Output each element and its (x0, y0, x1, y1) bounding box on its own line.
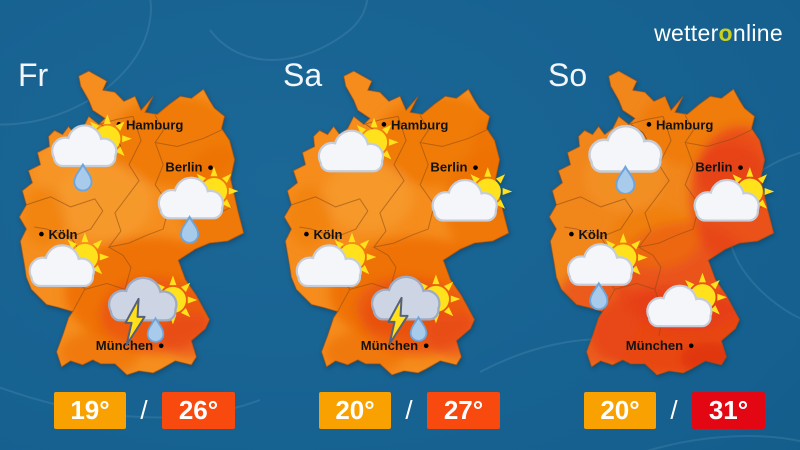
forecast-column-sa: Sa Hamburg Berlin Köln München 20° (265, 0, 531, 450)
city-label-berlin: Berlin (430, 160, 467, 175)
city-dot-koln (39, 231, 44, 237)
city-label-hamburg: Hamburg (391, 117, 448, 132)
city-label-munchen: München (96, 338, 153, 353)
city-dot-hamburg (646, 122, 652, 127)
city-dot-berlin (738, 165, 743, 170)
city-dot-koln (569, 231, 574, 237)
forecast-column-fr: Fr Hamburg Berlin Köln München 19° / (0, 0, 266, 450)
max-temp-badge: 26° (162, 392, 235, 429)
city-label-hamburg: Hamburg (656, 117, 713, 132)
city-dot-munchen (158, 343, 164, 349)
temperature-row-sa: 20° / 27° (265, 392, 531, 430)
city-label-munchen: München (361, 338, 418, 353)
day-label-sa: Sa (283, 57, 323, 93)
city-label-munchen: München (626, 338, 683, 353)
city-dot-berlin (473, 165, 478, 170)
city-label-berlin: Berlin (165, 160, 202, 175)
logo-text-nline: nline (732, 20, 783, 46)
temp-separator: / (670, 395, 678, 425)
logo-text-wetter: wetter (654, 20, 719, 46)
day-label-so: So (548, 57, 588, 93)
city-dot-hamburg (381, 122, 387, 127)
city-dot-munchen (688, 343, 694, 349)
city-label-koln: Köln (48, 227, 77, 242)
min-temp-badge: 20° (319, 392, 391, 429)
temperature-row-fr: 19° / 26° (0, 392, 266, 430)
forecast-column-so: So Hamburg Berlin Köln München 20° / (530, 0, 796, 450)
max-temp-badge: 27° (427, 392, 500, 429)
day-label-fr: Fr (18, 57, 49, 93)
germany-map-fr: Hamburg Berlin Köln München (18, 70, 245, 376)
temp-separator: / (405, 395, 413, 425)
wetteronline-logo: wetteronline (654, 20, 783, 46)
city-dot-koln (304, 231, 309, 237)
city-label-koln: Köln (313, 227, 342, 242)
city-dot-berlin (208, 165, 213, 170)
germany-map-so: Hamburg Berlin Köln München (548, 70, 775, 376)
city-label-koln: Köln (578, 227, 607, 242)
city-label-berlin: Berlin (695, 160, 732, 175)
logo-o-ring-icon: o (718, 20, 733, 46)
germany-map-sa: Hamburg Berlin Köln München (283, 70, 521, 376)
min-temp-badge: 19° (54, 392, 126, 429)
max-temp-badge: 31° (692, 392, 765, 429)
min-temp-badge: 20° (584, 392, 656, 429)
temp-separator: / (140, 395, 148, 425)
city-dot-munchen (423, 343, 429, 349)
city-label-hamburg: Hamburg (126, 117, 183, 132)
temperature-row-so: 20° / 31° (530, 392, 796, 430)
